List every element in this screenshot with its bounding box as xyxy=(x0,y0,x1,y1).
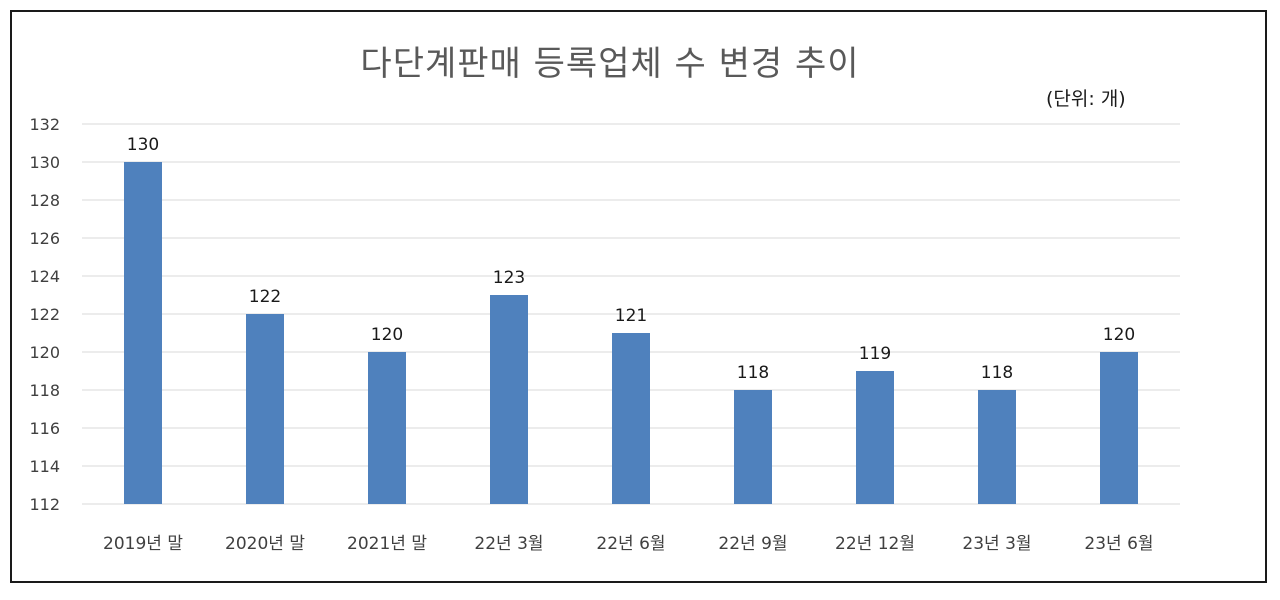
data-label: 130 xyxy=(127,135,159,155)
data-label: 118 xyxy=(737,363,769,383)
data-label: 118 xyxy=(981,363,1013,383)
bar xyxy=(490,295,528,504)
data-label: 123 xyxy=(493,268,525,288)
x-tick-label: 22년 9월 xyxy=(718,534,787,554)
x-tick-label: 22년 3월 xyxy=(474,534,543,554)
y-tick-label: 126 xyxy=(29,229,60,248)
bar xyxy=(246,314,284,504)
bar xyxy=(978,390,1016,504)
data-label: 120 xyxy=(371,325,403,345)
bar xyxy=(368,352,406,504)
data-label: 120 xyxy=(1103,325,1135,345)
bar xyxy=(612,333,650,504)
y-tick-label: 122 xyxy=(29,305,60,324)
data-label: 122 xyxy=(249,287,281,307)
y-tick-label: 128 xyxy=(29,191,60,210)
y-tick-label: 118 xyxy=(29,381,60,400)
x-tick-label: 2020년 말 xyxy=(225,534,305,554)
y-tick-label: 130 xyxy=(29,153,60,172)
bar xyxy=(734,390,772,504)
y-tick-label: 116 xyxy=(29,419,60,438)
data-label: 121 xyxy=(615,306,647,326)
x-tick-label: 23년 3월 xyxy=(962,534,1031,554)
y-tick-label: 114 xyxy=(29,457,60,476)
y-tick-label: 124 xyxy=(29,267,60,286)
chart-title: 다단계판매 등록업체 수 변경 추이 xyxy=(360,44,860,84)
data-label: 119 xyxy=(859,344,891,364)
y-tick-label: 120 xyxy=(29,343,60,362)
x-tick-label: 22년 12월 xyxy=(835,534,915,554)
y-tick-label: 112 xyxy=(29,495,60,514)
x-tick-label: 23년 6월 xyxy=(1084,534,1153,554)
x-tick-label: 22년 6월 xyxy=(596,534,665,554)
y-tick-label: 132 xyxy=(29,115,60,134)
unit-note: (단위: 개) xyxy=(1046,88,1126,110)
bar xyxy=(124,162,162,504)
bar xyxy=(856,371,894,504)
x-tick-label: 2021년 말 xyxy=(347,534,427,554)
x-tick-label: 2019년 말 xyxy=(103,534,183,554)
bar xyxy=(1100,352,1138,504)
